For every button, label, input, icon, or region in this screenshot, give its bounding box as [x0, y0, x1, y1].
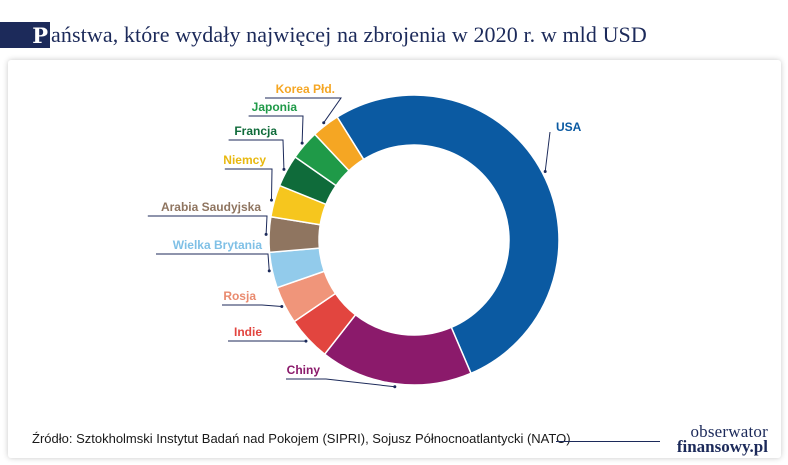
label-francja: Francja: [234, 124, 277, 138]
label-niemcy: Niemcy: [223, 153, 266, 167]
title-row: P aństwa, które wydały najwięcej na zbro…: [0, 22, 647, 48]
leader-dot-niemcy: [269, 198, 273, 202]
title-initial-box: P: [0, 22, 50, 48]
label-leaders: [147, 97, 551, 389]
label-chiny: Chiny: [287, 363, 321, 377]
leader-usa: [544, 131, 551, 172]
leader-korea-pld: [265, 97, 342, 124]
leader-dot-chiny: [393, 385, 397, 389]
label-wielka-brytania: Wielka Brytania: [173, 238, 263, 252]
leader-dot-wielka-brytania: [267, 269, 271, 273]
leader-arabia-saudyjska: [147, 215, 268, 235]
leader-wielka-brytania: [156, 253, 270, 271]
page-title: aństwa, które wydały najwięcej na zbroje…: [51, 22, 647, 47]
leader-dot-francja: [282, 167, 286, 171]
label-usa: USA: [556, 120, 582, 134]
source-note: Źródło: Sztokholmski Instytut Badań nad …: [32, 431, 571, 446]
label-indie: Indie: [234, 325, 262, 339]
source-divider: [556, 441, 660, 442]
leader-rosja: [222, 304, 282, 308]
leader-dot-korea-pld: [322, 121, 326, 125]
leader-francja: [228, 139, 285, 170]
leader-dot-indie: [304, 339, 308, 343]
slice-korea-pld: [313, 115, 365, 172]
label-arabia-saudyjska: Arabia Saudyjska: [161, 200, 261, 214]
brand-logo: obserwator finansowy.pl: [668, 422, 768, 456]
donut-labels: USA Chiny Indie Rosja Wielka Brytania Arabia …: [161, 82, 582, 377]
title-initial: P: [32, 22, 48, 48]
donut-slices: [268, 94, 560, 386]
label-korea-pld: Korea Płd.: [276, 82, 335, 96]
label-rosja: Rosja: [223, 289, 256, 303]
leader-chiny: [286, 378, 395, 388]
label-japonia: Japonia: [252, 100, 298, 114]
leader-dot-usa: [543, 170, 547, 174]
slice-usa: [336, 94, 560, 375]
leader-japonia: [248, 115, 304, 144]
logo-line-2: finansowy.pl: [676, 437, 768, 456]
logo-line-1: obserwator: [690, 422, 768, 441]
leader-niemcy: [224, 168, 273, 201]
leader-dot-arabia-saudyjska: [264, 232, 268, 236]
leader-dot-rosja: [280, 305, 284, 309]
leader-dot-japonia: [300, 141, 304, 145]
